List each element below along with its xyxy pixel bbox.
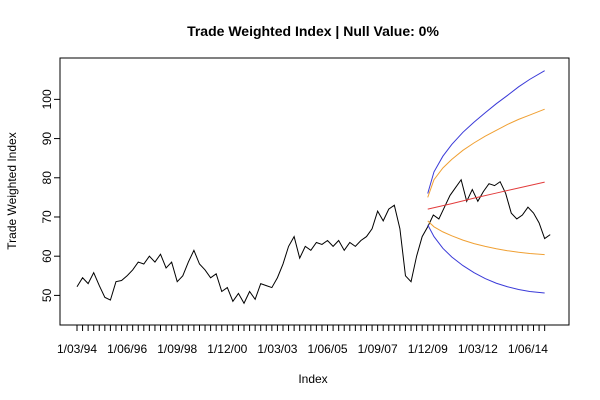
x-tick-label: 1/09/98 bbox=[157, 342, 197, 356]
series-line-3 bbox=[427, 220, 545, 256]
x-tick-label: 1/03/03 bbox=[257, 342, 297, 356]
x-tick-label: 1/12/00 bbox=[207, 342, 247, 356]
plot-frame bbox=[59, 57, 570, 326]
y-tick-label: 100 bbox=[40, 89, 54, 109]
x-axis: 1/03/94 1/06/96 1/09/98 1/12/00 1/03/03 1/06/… bbox=[57, 324, 548, 356]
y-tick-label: 60 bbox=[40, 249, 54, 263]
series-line-4 bbox=[427, 70, 545, 194]
series-line-2 bbox=[427, 108, 545, 198]
x-tick-label: 1/09/07 bbox=[358, 342, 398, 356]
y-axis-label: Trade Weighted Index bbox=[5, 132, 19, 249]
x-tick-label: 1/03/12 bbox=[458, 342, 498, 356]
series-line-5 bbox=[427, 224, 545, 294]
x-tick-label: 1/12/09 bbox=[408, 342, 448, 356]
series-line-0 bbox=[76, 178, 551, 305]
chart-title: Trade Weighted Index | Null Value: 0% bbox=[187, 23, 439, 39]
y-tick-label: 80 bbox=[40, 171, 54, 185]
series-line-1 bbox=[427, 181, 545, 210]
x-axis-label: Index bbox=[298, 372, 327, 386]
y-axis: 50 60 70 80 90 100 bbox=[40, 89, 61, 302]
y-tick-label: 90 bbox=[40, 132, 54, 146]
x-tick-label: 1/06/05 bbox=[308, 342, 348, 356]
y-tick-label: 70 bbox=[40, 210, 54, 224]
series-layer bbox=[76, 70, 551, 305]
x-tick-label: 1/06/14 bbox=[508, 342, 548, 356]
x-tick-label: 1/06/96 bbox=[107, 342, 147, 356]
x-tick-label: 1/03/94 bbox=[57, 342, 97, 356]
y-tick-label: 50 bbox=[40, 288, 54, 302]
